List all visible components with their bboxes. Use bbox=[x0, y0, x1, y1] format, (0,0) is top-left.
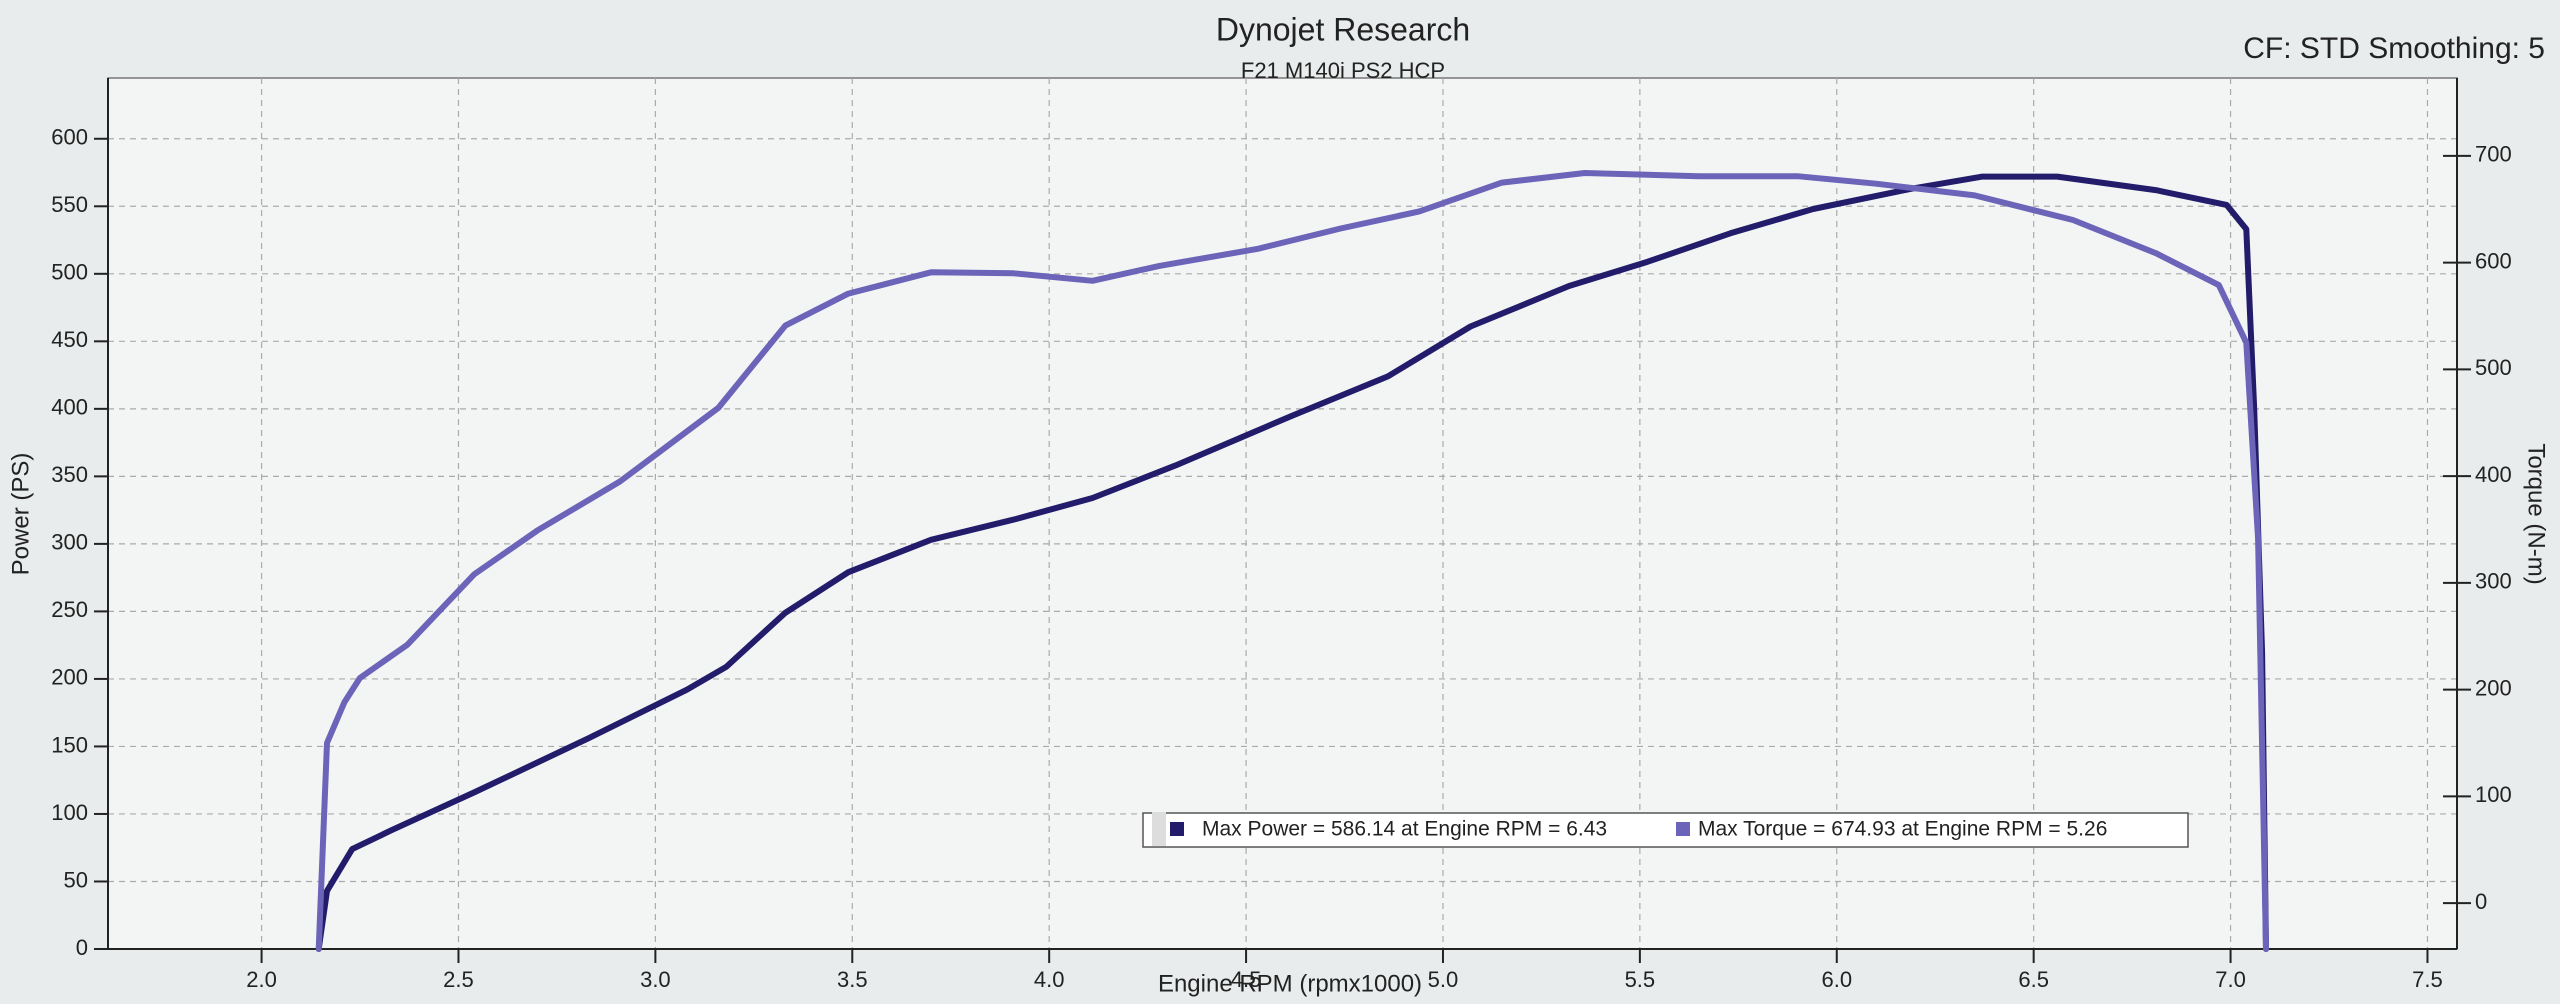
plot-area bbox=[107, 77, 2458, 950]
y2-tick-label: 200 bbox=[2475, 675, 2512, 700]
x-tick-label: 3.0 bbox=[640, 967, 671, 992]
annotation-edge bbox=[1152, 812, 1166, 846]
y-axis-label: Power (PS) bbox=[7, 453, 34, 576]
y-tick-label: 250 bbox=[51, 597, 88, 622]
x-tick-label: 7.5 bbox=[2412, 967, 2443, 992]
y2-tick-label: 100 bbox=[2475, 782, 2512, 807]
x-tick-label: 6.5 bbox=[2018, 967, 2049, 992]
y2-tick-label: 600 bbox=[2475, 248, 2512, 273]
annotation: Max Power = 586.14 at Engine RPM = 6.43 bbox=[1202, 818, 1607, 841]
y2-tick-label: 500 bbox=[2475, 355, 2512, 380]
x-tick-label: 3.5 bbox=[837, 967, 868, 992]
x-tick-label: 7.0 bbox=[2215, 967, 2246, 992]
x-tick-label: 2.5 bbox=[443, 967, 474, 992]
y-tick-label: 500 bbox=[51, 260, 88, 285]
y2-tick-label: 0 bbox=[2475, 889, 2487, 914]
y-tick-label: 300 bbox=[51, 530, 88, 555]
x-axis-label: Engine RPM (rpmx1000) bbox=[1158, 970, 1422, 997]
y-tick-label: 200 bbox=[51, 665, 88, 690]
y-tick-label: 350 bbox=[51, 462, 88, 487]
y2-tick-label: 400 bbox=[2475, 462, 2512, 487]
x-tick-label: 5.5 bbox=[1625, 967, 1656, 992]
x-tick-label: 5.0 bbox=[1428, 967, 1459, 992]
y-tick-label: 600 bbox=[51, 125, 88, 150]
x-tick-label: 2.0 bbox=[246, 967, 277, 992]
x-tick-label: 4.5 bbox=[1231, 967, 1262, 992]
y-tick-label: 50 bbox=[64, 867, 88, 892]
y-tick-label: 450 bbox=[51, 327, 88, 352]
axes: 2.0 2.5 3.0 3.5 4.0 4.5 5.0 5.5 6.0 6.5 7.0 7.5 0 50 1… bbox=[51, 78, 2512, 992]
y-tick-label: 150 bbox=[51, 732, 88, 757]
x-tick-label: 4.0 bbox=[1034, 967, 1065, 992]
annotation-frame bbox=[1142, 812, 2189, 848]
annotation: Max Torque = 674.93 at Engine RPM = 5.26 bbox=[1698, 818, 2107, 841]
annotation-box: Max Power = 586.14 at Engine RPM = 6.43 … bbox=[1142, 812, 2189, 848]
series-line bbox=[315, 170, 2269, 952]
chart-title: Dynojet Research bbox=[1216, 11, 1470, 47]
y-tick-label: 0 bbox=[76, 935, 88, 960]
chart-subtitle: F21 M140i PS2 HCP bbox=[1241, 58, 1445, 83]
y-tick-label: 550 bbox=[51, 192, 88, 217]
y-tick-label: 400 bbox=[51, 395, 88, 420]
y2-axis-label: Torque (N-m) bbox=[2523, 443, 2550, 584]
annotation-swatch bbox=[1676, 822, 1690, 836]
y-tick-label: 100 bbox=[51, 800, 88, 825]
corner-text: CF: STD Smoothing: 5 bbox=[2243, 32, 2545, 65]
y2-tick-label: 300 bbox=[2475, 569, 2512, 594]
series-line bbox=[315, 173, 2269, 952]
x-tick-label: 6.0 bbox=[1821, 967, 1852, 992]
y2-tick-label: 700 bbox=[2475, 142, 2512, 167]
annotation-swatch bbox=[1170, 822, 1184, 836]
